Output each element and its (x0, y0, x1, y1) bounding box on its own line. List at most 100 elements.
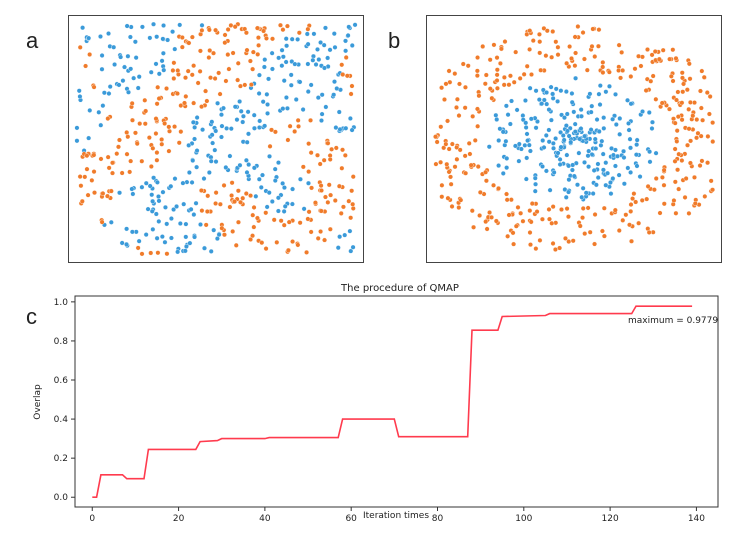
scatter-b-point-orange (491, 182, 497, 188)
scatter-a-point-blue (325, 55, 331, 61)
scatter-a-point-orange (143, 108, 149, 114)
scatter-b-point-orange (513, 223, 519, 229)
scatter-b-point-blue (634, 137, 640, 143)
scatter-b-point-orange (433, 161, 439, 167)
scatter-a-point-blue (151, 175, 157, 181)
scatter-b-point-orange (480, 43, 486, 49)
scatter-a-point-orange (150, 145, 156, 151)
scatter-a-point-blue (311, 31, 317, 37)
scatter-a-point-orange (84, 153, 90, 159)
scatter-b-point-orange (529, 72, 534, 78)
scatter-b-point-blue (540, 87, 546, 93)
scatter-b-point-blue (533, 88, 539, 94)
scatter-a-point-blue (98, 122, 104, 128)
scatter-b-point-blue (548, 84, 554, 90)
scatter-a-point-blue (331, 92, 337, 98)
scatter-b-point-orange (589, 43, 595, 49)
scatter-a-point-orange (259, 240, 265, 246)
scatter-b-point-orange (590, 26, 596, 32)
scatter-a-point-orange (230, 228, 236, 234)
scatter-b-point-blue (582, 159, 588, 165)
scatter-a-point-blue (315, 95, 321, 101)
scatter-a-point-orange (167, 128, 172, 134)
scatter-a-point-blue (305, 61, 311, 67)
scatter-a-point-orange (183, 93, 189, 99)
scatter-a-point-blue (101, 90, 107, 96)
scatter-b-point-blue (587, 91, 593, 97)
scatter-a-point-orange (235, 219, 241, 225)
scatter-b-point-orange (687, 76, 693, 82)
scatter-a-point-orange (348, 91, 354, 97)
scatter-b-point-orange (474, 68, 480, 74)
scatter-b-point-orange (559, 207, 564, 213)
scatter-a-point-blue (343, 48, 349, 54)
scatter-a-point-blue (232, 104, 238, 110)
scatter-b-point-orange (596, 27, 602, 33)
scatter-b-point-orange (656, 56, 662, 62)
panel-label-c: c (26, 304, 37, 329)
scatter-b-point-orange (702, 193, 708, 199)
scatter-b-point-orange (672, 158, 678, 164)
scatter-a-point-orange (280, 27, 286, 33)
scatter-a-point-blue (118, 54, 124, 60)
scatter-b-point-orange (686, 126, 692, 132)
scatter-b-point-orange (529, 201, 535, 207)
scatter-a-point-blue (150, 226, 156, 232)
scatter-b-point-blue (586, 148, 592, 154)
scatter-a-point-orange (85, 192, 91, 198)
scatter-a-point-blue (209, 119, 215, 125)
scatter-a-point-blue (218, 112, 224, 118)
scatter-a-point-orange (238, 199, 244, 205)
scatter-a-point-orange (272, 129, 278, 135)
scatter-b-point-blue (621, 155, 627, 161)
scatter-a-point-orange (172, 124, 178, 130)
scatter-a-point-blue (244, 139, 250, 145)
scatter-b-point-blue (558, 88, 564, 94)
scatter-a-point-blue (192, 234, 198, 240)
scatter-a-point-blue (288, 82, 294, 88)
scatter-b-point-blue (616, 172, 622, 178)
scatter-a-point-blue (321, 42, 327, 48)
scatter-a-point-orange (328, 192, 334, 198)
scatter-b-point-orange (446, 146, 452, 152)
scatter-a-point-blue (153, 211, 159, 217)
scatter-a-point-blue (319, 111, 325, 117)
scatter-b-point-orange (581, 56, 587, 62)
scatter-b-point-orange (557, 245, 563, 251)
scatter-b-point-blue (569, 99, 575, 105)
scatter-b-point-orange (494, 72, 500, 78)
scatter-b-point-blue (612, 147, 618, 153)
scatter-b-point-orange (555, 44, 561, 50)
scatter-b-point-orange (439, 85, 445, 91)
scatter-b-point-orange (549, 220, 555, 226)
scatter-a-point-blue (219, 123, 225, 129)
scatter-a-point-blue (272, 178, 278, 184)
scatter-b-point-orange (549, 54, 555, 60)
scatter-a-point-blue (154, 34, 160, 40)
scatter-a-point-blue (156, 71, 162, 77)
scatter-b-point-orange (667, 56, 673, 62)
scatter-a-point-blue (280, 106, 286, 112)
scatter-a-point-orange (166, 124, 172, 130)
scatter-b-point-orange (537, 237, 543, 243)
scatter-b-point-blue (600, 151, 606, 157)
scatter-b-point-orange (697, 163, 703, 169)
scatter-a-point-blue (313, 62, 319, 67)
scatter-a-point-blue (156, 194, 161, 200)
scatter-a-point-orange (325, 140, 331, 146)
scatter-b-point-blue (500, 170, 506, 176)
scatter-a-point-orange (263, 210, 269, 216)
scatter-b-point-blue (546, 139, 552, 145)
scatter-b-point-orange (595, 43, 601, 49)
scatter-a-point-blue (159, 234, 165, 240)
scatter-b-point-blue (547, 187, 553, 193)
scatter-a-point-blue (143, 180, 149, 186)
scatter-a-point-orange (159, 137, 165, 142)
scatter-b-point-blue (524, 155, 530, 161)
scatter-a-point-blue (147, 183, 153, 189)
scatter-a-point-blue (264, 204, 270, 210)
scatter-a-point-blue (264, 91, 270, 97)
scatter-b-point-blue (578, 126, 584, 132)
scatter-a-point-blue (216, 232, 222, 238)
scatter-a-point-orange (217, 91, 223, 97)
